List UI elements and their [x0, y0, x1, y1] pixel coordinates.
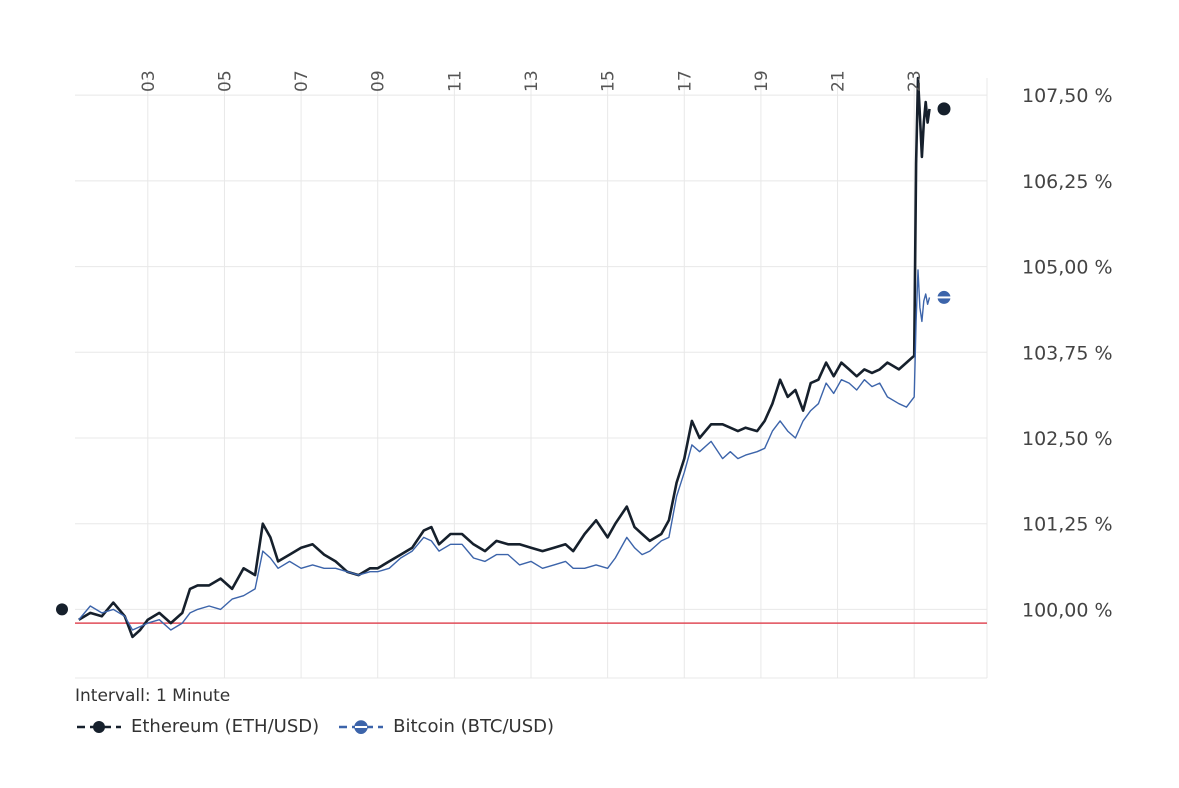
series-start-marker: [56, 603, 68, 616]
x-tick-label-09: 09: [369, 70, 389, 92]
x-axis-ticks: 03 05 07 09 11 13 15 17 19 21 23: [139, 70, 925, 92]
x-tick-label-23: 23: [905, 70, 925, 92]
legend: Ethereum (ETH/USD) Bitcoin (BTC/USD): [75, 716, 554, 737]
x-tick-label-03: 03: [139, 70, 159, 92]
legend-item-ethereum[interactable]: Ethereum (ETH/USD): [75, 716, 319, 737]
x-tick-label-11: 11: [445, 70, 465, 92]
marker-layer: [56, 102, 951, 616]
bitcoin-legend-icon: [339, 719, 384, 734]
y-tick-label-1: 101,25 %: [1022, 514, 1113, 536]
ethereum-series-line: [78, 76, 931, 639]
y-tick-label-4: 105,00 %: [1022, 257, 1113, 279]
x-tick-label-19: 19: [752, 70, 772, 92]
x-tick-label-17: 17: [675, 70, 695, 92]
series-layer: [78, 76, 931, 639]
grid-lines: [75, 78, 988, 679]
interval-label: Intervall: 1 Minute: [75, 686, 231, 706]
y-tick-label-0: 100,00 %: [1022, 599, 1113, 621]
bitcoin-series-line: [78, 269, 931, 631]
legend-label-ethereum: Ethereum (ETH/USD): [131, 716, 320, 737]
x-tick-label-21: 21: [829, 70, 849, 92]
x-tick-label-07: 07: [292, 70, 312, 92]
y-tick-label-5: 106,25 %: [1022, 171, 1113, 193]
x-tick-label-13: 13: [522, 70, 542, 92]
legend-label-bitcoin: Bitcoin (BTC/USD): [393, 716, 555, 737]
legend-item-bitcoin[interactable]: Bitcoin (BTC/USD): [337, 716, 554, 737]
y-tick-label-6: 107,50 %: [1022, 85, 1113, 107]
ethereum-end-marker: [937, 102, 951, 116]
ethereum-legend-icon: [77, 720, 121, 733]
y-tick-label-3: 103,75 %: [1022, 342, 1113, 364]
x-tick-label-15: 15: [599, 70, 619, 92]
bitcoin-end-marker-split: [937, 296, 951, 299]
y-tick-label-2: 102,50 %: [1022, 428, 1113, 450]
x-tick-label-05: 05: [215, 70, 235, 92]
y-axis-ticks: 100,00 % 101,25 % 102,50 % 103,75 % 105,00 %…: [1022, 85, 1113, 621]
